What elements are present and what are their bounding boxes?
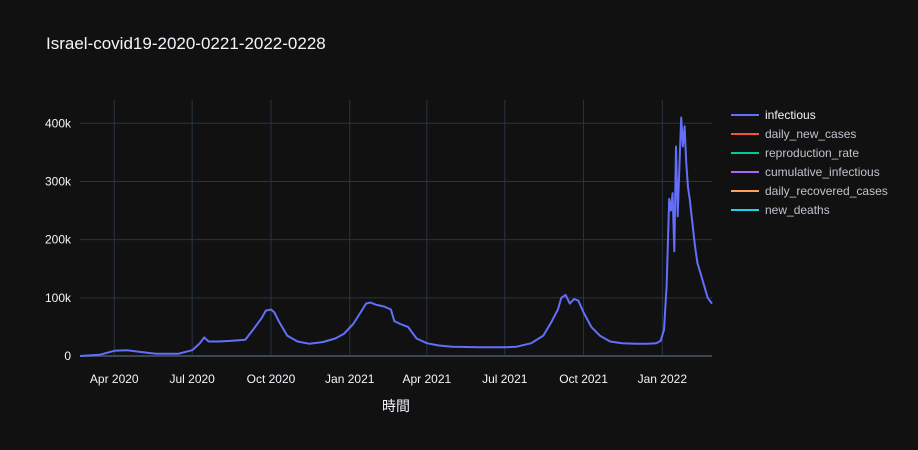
legend-item-infectious[interactable]: infectious [731, 108, 816, 122]
x-tick-label: Jan 2021 [325, 372, 375, 386]
y-tick-label: 200k [45, 233, 72, 247]
legend-item-daily_new_cases[interactable]: daily_new_cases [731, 127, 856, 141]
series-line-infectious[interactable] [79, 116, 713, 357]
y-tick-label: 400k [45, 116, 72, 130]
chart-title: Israel-covid19-2020-0221-2022-0228 [46, 34, 326, 53]
y-tick-label: 300k [45, 174, 72, 188]
legend-item-new_deaths[interactable]: new_deaths [731, 203, 830, 217]
x-tick-label: Apr 2020 [90, 372, 139, 386]
legend-label: reproduction_rate [765, 146, 859, 160]
legend-label: daily_new_cases [765, 127, 856, 141]
legend-item-reproduction_rate[interactable]: reproduction_rate [731, 146, 859, 160]
legend-label: daily_recovered_cases [765, 184, 888, 198]
x-tick-label: Jan 2022 [638, 372, 688, 386]
x-tick-label: Oct 2020 [247, 372, 296, 386]
legend[interactable]: infectious daily_new_cases reproduction_ra… [731, 108, 888, 217]
x-tick-label: Jul 2021 [482, 372, 528, 386]
legend-label: new_deaths [765, 203, 830, 217]
x-tick-label: Apr 2021 [402, 372, 451, 386]
grid-lines [80, 100, 712, 357]
legend-item-daily_recovered_cases[interactable]: daily_recovered_cases [731, 184, 888, 198]
legend-label: cumulative_infectious [765, 165, 880, 179]
x-tick-label: Oct 2021 [559, 372, 608, 386]
y-tick-label: 0 [64, 349, 71, 363]
x-axis-title: 時間 [382, 399, 410, 415]
series-lines [79, 116, 713, 357]
legend-label: infectious [765, 108, 816, 122]
axes: 0 100k 200k 300k 400k Apr 2020 Jul 2020 Oct 202… [45, 116, 687, 386]
y-tick-label: 100k [45, 291, 72, 305]
x-tick-label: Jul 2020 [169, 372, 215, 386]
legend-item-cumulative_infectious[interactable]: cumulative_infectious [731, 165, 880, 179]
